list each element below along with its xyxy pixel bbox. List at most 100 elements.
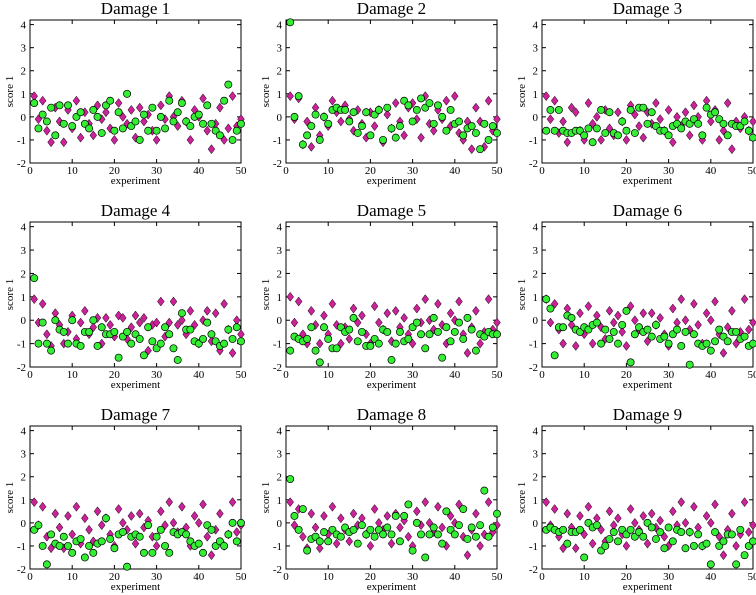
circle-point <box>207 119 216 128</box>
x-tick-label: 50 <box>492 571 504 583</box>
circle-point <box>702 103 711 112</box>
diamond-point <box>392 305 400 316</box>
y-tick-label: 3 <box>277 449 283 461</box>
circle-point <box>156 339 165 348</box>
y-tick-label: 3 <box>21 449 27 461</box>
circle-point <box>639 532 648 541</box>
diamond-point <box>584 301 593 312</box>
y-tick-label: 2 <box>277 66 283 78</box>
circle-point <box>203 318 212 327</box>
circle-point <box>438 539 447 548</box>
diamond-point <box>702 511 711 521</box>
y-tick-label: 0 <box>21 112 27 124</box>
diamond-point <box>438 522 446 533</box>
diamond-point <box>131 310 140 321</box>
diamond-point <box>307 305 316 316</box>
y-tick-label: -1 <box>273 135 282 147</box>
circle-point <box>412 318 421 327</box>
panel-title: Damage 9 <box>613 405 682 424</box>
diamond-point <box>136 317 144 328</box>
circle-point <box>194 110 203 119</box>
diamond-point <box>337 513 345 524</box>
y-tick-label: 1 <box>21 292 27 304</box>
circle-point <box>114 108 123 117</box>
diamond-point <box>38 95 47 106</box>
diamond-point <box>89 322 98 333</box>
circle-point <box>647 523 656 532</box>
diamond-point <box>136 102 144 113</box>
x-tick-label: 40 <box>449 165 461 177</box>
circle-point <box>315 135 324 144</box>
circle-point <box>76 108 85 117</box>
circle-point <box>664 131 673 140</box>
circle-point <box>177 309 186 318</box>
diamond-point <box>656 114 664 125</box>
x-tick-label: 0 <box>539 165 545 177</box>
diamond-point <box>715 135 723 145</box>
circle-point <box>542 126 551 135</box>
x-tick-label: 20 <box>621 369 633 381</box>
circle-point <box>740 117 749 126</box>
circle-point <box>169 117 178 126</box>
x-tick-label: 30 <box>663 165 675 177</box>
circle-point <box>34 339 43 348</box>
y-tick-label: 4 <box>21 20 27 32</box>
diamond-point <box>550 504 559 514</box>
circle-point <box>622 126 631 135</box>
circle-point <box>237 337 245 346</box>
circle-point <box>34 124 43 133</box>
y-tick-label: 0 <box>277 112 283 124</box>
circle-point <box>618 117 627 126</box>
x-tick-label: 40 <box>449 571 461 583</box>
diamond-point <box>484 294 493 305</box>
circle-point <box>358 327 366 336</box>
circle-point <box>706 560 715 569</box>
circle-point <box>563 539 572 548</box>
diamond-point <box>446 308 455 319</box>
circle-point <box>42 339 51 348</box>
diamond-point <box>584 98 593 108</box>
circle-point <box>459 505 468 513</box>
circle-point <box>366 342 375 350</box>
panel-title: Damage 4 <box>101 201 171 220</box>
diamond-point <box>178 501 186 512</box>
diamond-point <box>685 130 694 141</box>
circle-point <box>736 525 745 534</box>
circle-point <box>232 537 241 546</box>
diamond-point <box>707 517 715 528</box>
x-tick-label: 0 <box>539 571 545 583</box>
circle-point <box>442 323 451 332</box>
y-tick-label: 0 <box>21 315 27 327</box>
diamond-point <box>400 130 408 141</box>
diamond-point <box>669 506 677 517</box>
circle-point <box>215 131 224 140</box>
circle-point <box>47 346 56 355</box>
diamond-point <box>614 310 622 321</box>
circle-point <box>463 313 472 322</box>
diamond-point <box>220 298 228 309</box>
diamond-point <box>140 116 148 127</box>
circle-point <box>592 318 601 327</box>
circle-point <box>383 523 392 532</box>
x-tick-label: 50 <box>236 369 248 381</box>
circle-point <box>294 525 303 534</box>
diamond-point <box>740 497 749 508</box>
diamond-point <box>383 109 391 120</box>
circle-point <box>110 126 119 135</box>
circle-point <box>152 126 161 135</box>
x-tick-label: 0 <box>283 369 289 381</box>
x-tick-label: 0 <box>539 369 545 381</box>
circle-point <box>144 323 153 332</box>
circle-point <box>89 548 98 557</box>
diamond-point <box>563 508 572 519</box>
y-axis-label: score 1 <box>4 279 16 310</box>
circle-point <box>324 537 333 546</box>
diamond-point <box>413 303 421 314</box>
circle-point <box>400 512 409 520</box>
panel-title: Damage 3 <box>613 0 682 18</box>
diamond-point <box>316 338 324 349</box>
diamond-point <box>669 137 677 148</box>
y-tick-label: 3 <box>533 449 539 461</box>
diamond-point <box>694 319 702 330</box>
circle-point <box>425 99 434 107</box>
